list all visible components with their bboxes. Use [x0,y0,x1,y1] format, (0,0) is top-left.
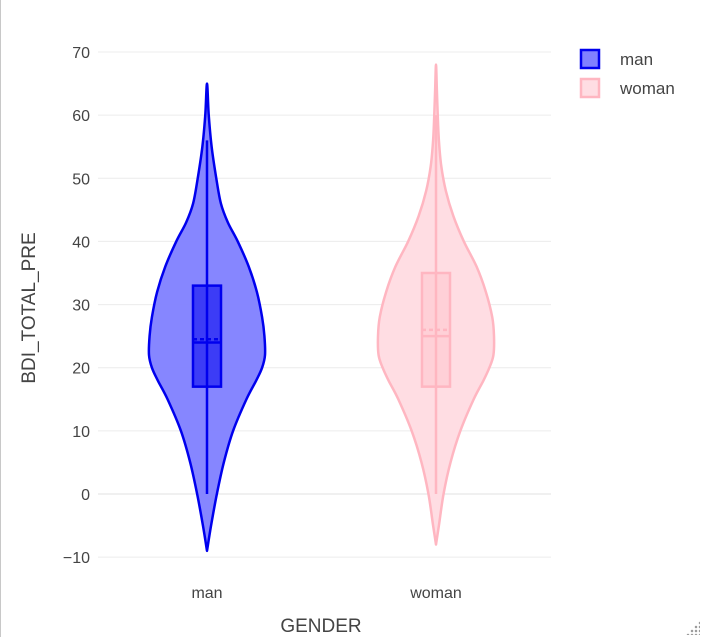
x-tick-label: man [191,585,222,602]
y-tick-label: 30 [72,298,90,315]
box [191,284,223,388]
legend-swatch [579,77,601,99]
legend[interactable]: man woman [579,48,675,99]
y-tick-label: 50 [72,171,90,188]
legend-item-woman[interactable]: woman [579,77,675,99]
y-tick-label: −10 [63,550,90,567]
violin-man [147,82,267,553]
legend-label: man [620,50,653,69]
x-tick-label: woman [409,585,462,602]
y-tick-label: 40 [72,234,90,251]
y-axis-title: BDI_TOTAL_PRE [19,232,40,383]
violins [147,63,496,553]
tick-labels: −10 0 10 20 30 40 50 60 70 man woman [63,45,462,602]
y-tick-label: 0 [81,487,90,504]
violin-woman [376,63,496,546]
y-tick-label: 70 [72,45,90,62]
x-axis-title: GENDER [280,616,361,637]
legend-item-man[interactable]: man [579,48,653,70]
y-tick-label: 10 [72,424,90,441]
legend-label: woman [619,79,675,98]
y-tick-label: 20 [72,361,90,378]
y-tick-label: 60 [72,108,90,125]
legend-swatch [579,48,601,70]
